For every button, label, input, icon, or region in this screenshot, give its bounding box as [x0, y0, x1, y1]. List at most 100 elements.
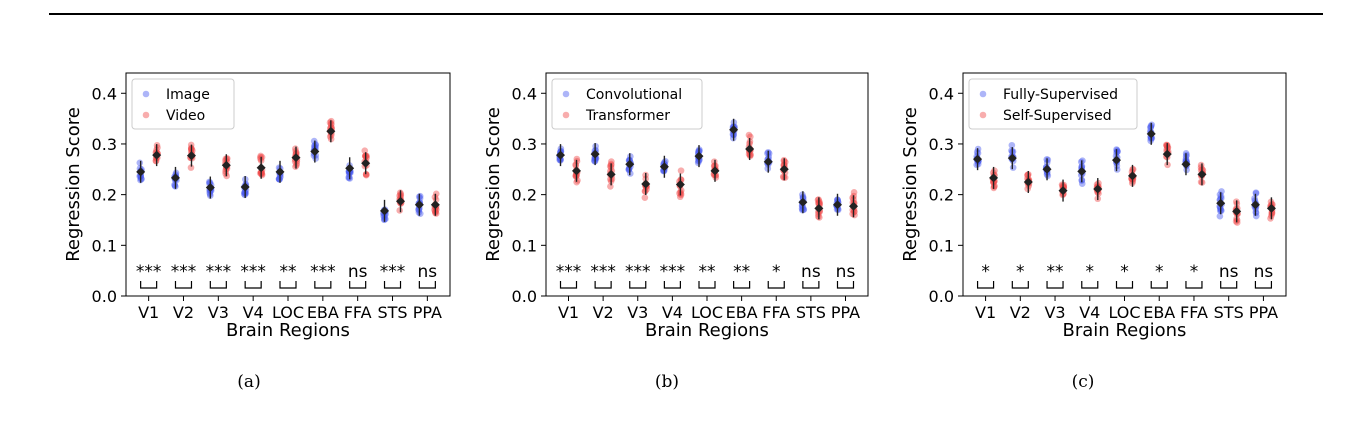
- mean-marker: [240, 182, 250, 192]
- data-point-a: [138, 175, 145, 183]
- mean-marker: [1042, 164, 1052, 174]
- significance-bracket: [209, 281, 227, 289]
- y-tick-label: 0.4: [92, 84, 117, 103]
- mean-marker: [798, 197, 808, 207]
- data-point-b: [432, 210, 440, 217]
- significance-label: *: [1120, 262, 1129, 282]
- data-point-b: [572, 161, 579, 168]
- data-point-b: [1060, 181, 1068, 189]
- data-point-a: [241, 190, 248, 198]
- data-point-a: [1079, 157, 1086, 165]
- significance-bracket: [698, 281, 716, 289]
- data-point-b: [1197, 178, 1205, 186]
- data-point-b: [257, 152, 264, 160]
- y-axis-label: Regression Score: [63, 107, 84, 262]
- mean-marker: [625, 159, 635, 169]
- significance-label: ***: [556, 262, 582, 282]
- mean-marker: [1266, 203, 1276, 213]
- legend-marker: [562, 111, 570, 119]
- mean-marker: [1023, 177, 1033, 187]
- x-tick-label-v4: V4: [243, 303, 264, 322]
- x-tick-label-eba: EBA: [1143, 303, 1175, 322]
- legend-label: Transformer: [585, 108, 670, 124]
- data-point-b: [222, 167, 229, 175]
- data-point-b: [1267, 215, 1274, 222]
- x-tick-label-sts: STS: [796, 303, 826, 322]
- data-point-a: [345, 174, 353, 182]
- x-tick-label-v4: V4: [662, 303, 683, 322]
- mean-marker: [256, 163, 266, 173]
- significance-label: *: [1016, 262, 1025, 282]
- significance-label: ***: [310, 262, 336, 282]
- x-axis-label: Brain Regions: [1063, 320, 1187, 341]
- significance-label: **: [1047, 262, 1064, 282]
- x-tick-label-ppa: PPA: [1249, 303, 1278, 322]
- data-point-a: [1008, 147, 1015, 154]
- data-point-b: [677, 187, 685, 194]
- data-point-a: [1008, 141, 1016, 149]
- mean-marker: [848, 201, 858, 211]
- mean-marker: [973, 154, 983, 164]
- data-point-b: [362, 171, 370, 178]
- significance-label: ***: [206, 262, 232, 282]
- legend-marker: [562, 90, 570, 98]
- y-tick-label: 0.3: [512, 135, 537, 154]
- legend-box: [131, 78, 235, 130]
- data-point-b: [396, 207, 403, 214]
- significance-label: ns: [418, 262, 438, 282]
- data-point-a: [312, 141, 320, 149]
- data-point-b: [573, 178, 580, 186]
- significance-label: **: [699, 262, 716, 282]
- significance-label: ns: [836, 262, 856, 282]
- significance-label: ns: [1254, 262, 1274, 282]
- data-point-b: [850, 188, 858, 196]
- x-axis-label: Brain Regions: [645, 320, 769, 341]
- data-point-a: [345, 173, 353, 181]
- significance-label: ns: [1219, 262, 1239, 282]
- mean-marker: [745, 144, 755, 154]
- data-point-b: [849, 194, 856, 202]
- significance-bracket: [1254, 281, 1273, 289]
- significance-bracket: [976, 281, 995, 289]
- data-point-b: [258, 171, 266, 179]
- significance-bracket: [1185, 281, 1203, 289]
- mean-marker: [275, 167, 285, 177]
- significance-label: *: [1155, 262, 1164, 282]
- mean-marker: [380, 206, 390, 216]
- mean-marker: [326, 126, 336, 136]
- legend-label: Image: [166, 87, 210, 103]
- x-tick-label-v1: V1: [558, 303, 579, 322]
- significance-bracket: [836, 281, 855, 289]
- data-point-a: [625, 166, 633, 174]
- y-tick-label: 0.1: [512, 236, 537, 255]
- y-axis-label: Regression Score: [900, 107, 921, 262]
- significance-bracket: [314, 281, 332, 289]
- significance-bracket: [767, 281, 785, 289]
- significance-bracket: [629, 281, 647, 289]
- data-point-b: [257, 154, 264, 161]
- mean-marker: [1112, 155, 1121, 165]
- mean-marker: [310, 147, 320, 157]
- significance-label: ***: [590, 262, 616, 282]
- data-point-a: [1044, 156, 1052, 164]
- chart-panel-b: 0.0 0.1 0.2 0.3 0.4 Regression Score Brain Reg…: [483, 72, 869, 341]
- data-point-b: [851, 208, 858, 215]
- data-point-b: [363, 154, 370, 162]
- y-tick-label: 0.2: [92, 186, 117, 205]
- significance-label: *: [1086, 262, 1095, 282]
- significance-label: *: [1190, 262, 1199, 282]
- significance-bracket: [244, 281, 262, 289]
- significance-label: ns: [801, 262, 821, 282]
- mean-marker: [641, 179, 651, 189]
- data-point-a: [1147, 124, 1154, 131]
- y-axis-label: Regression Score: [483, 107, 504, 262]
- caption-c: (c): [1071, 372, 1095, 392]
- legend-label: Convolutional: [586, 87, 682, 103]
- data-point-a: [312, 155, 320, 162]
- mean-marker: [590, 149, 600, 159]
- mean-marker: [1181, 159, 1191, 169]
- y-tick-label: 0.3: [929, 135, 954, 154]
- mean-marker: [1162, 149, 1172, 159]
- significance-bracket: [349, 281, 367, 289]
